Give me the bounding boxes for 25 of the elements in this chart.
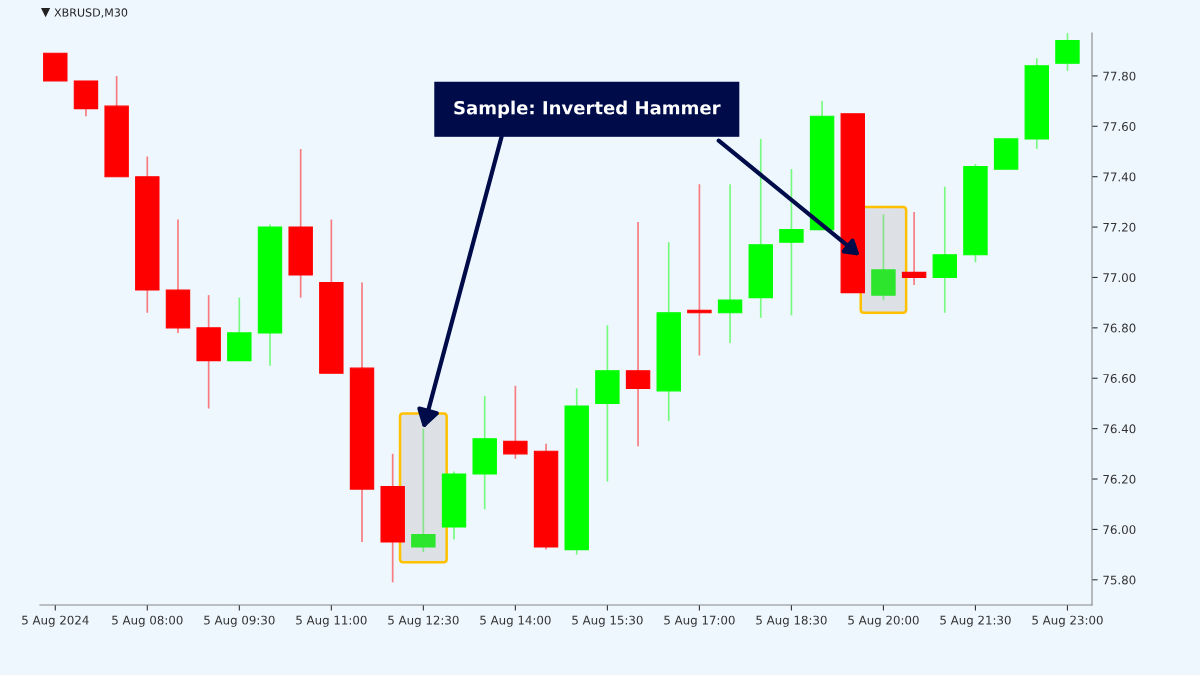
x-tick-label: 5 Aug 15:30 xyxy=(572,615,643,627)
x-tick-label: 5 Aug 23:00 xyxy=(1032,615,1103,627)
y-tick-label: 75.80 xyxy=(1103,575,1136,585)
y-tick-label: 77.80 xyxy=(1103,71,1136,81)
x-tick-label: 5 Aug 2024 xyxy=(22,615,89,627)
y-tick-label: 76.60 xyxy=(1103,373,1136,383)
annotation: Sample: Inverted Hammer xyxy=(454,100,721,119)
y-tick-label: 76.00 xyxy=(1103,525,1136,535)
y-tick-label: 77.00 xyxy=(1103,273,1136,283)
chart-title: XBRUSD,M30 xyxy=(54,8,128,18)
x-tick-label: 5 Aug 17:00 xyxy=(664,615,735,627)
x-tick-label: 5 Aug 11:00 xyxy=(296,615,367,627)
x-tick-label: 5 Aug 21:30 xyxy=(940,615,1011,627)
y-tick-label: 77.20 xyxy=(1103,222,1136,232)
x-tick-label: 5 Aug 09:30 xyxy=(204,615,275,627)
y-tick-label: 76.20 xyxy=(1103,474,1136,484)
x-tick-label: 5 Aug 12:30 xyxy=(388,615,459,627)
x-tick-label: 5 Aug 08:00 xyxy=(112,615,183,627)
y-tick-label: 76.40 xyxy=(1103,424,1136,434)
x-tick-label: 5 Aug 20:00 xyxy=(848,615,919,627)
y-tick-label: 77.40 xyxy=(1103,172,1136,182)
x-tick-label: 5 Aug 14:00 xyxy=(480,615,551,627)
y-tick-label: 76.80 xyxy=(1103,323,1136,333)
x-tick-label: 5 Aug 18:30 xyxy=(756,615,827,627)
y-tick-label: 77.60 xyxy=(1103,122,1136,131)
